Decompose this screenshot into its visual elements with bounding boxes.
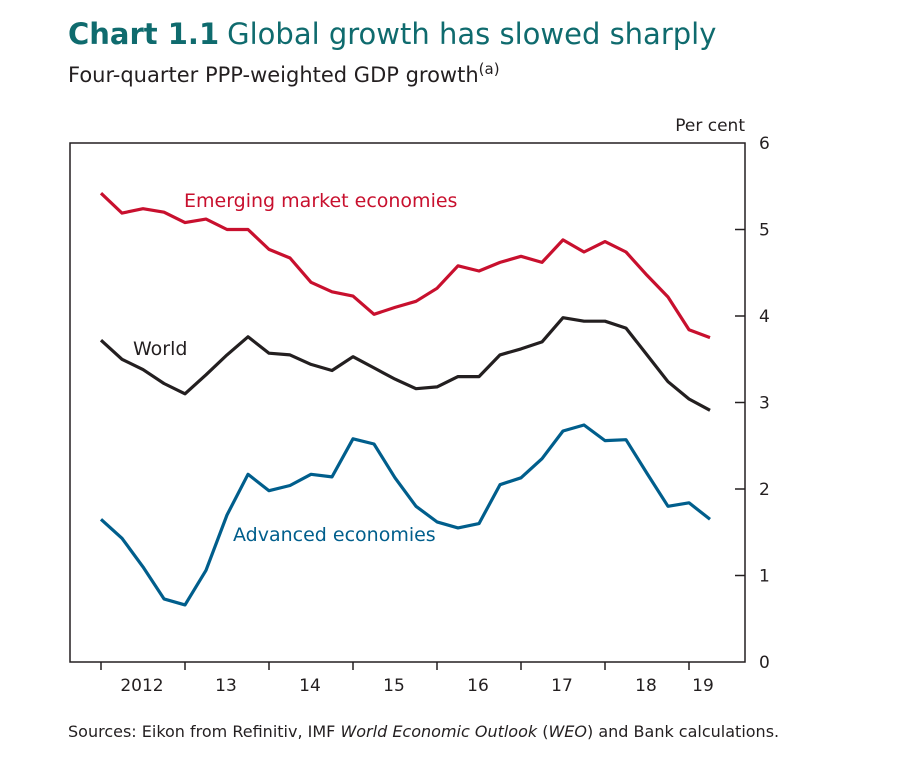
plot-frame [69,142,746,663]
source-part: ) and Bank calculations. [587,722,779,741]
y-tick-label: 6 [759,134,770,154]
x-tick-label: 15 [383,676,405,696]
x-tick-label: 14 [299,676,321,696]
source-part: Sources: Eikon from Refinitiv, IMF [68,722,340,741]
series-line [99,316,711,412]
chart-subtitle: Four-quarter PPP-weighted GDP growth(a) [68,60,500,87]
chart-title: Chart 1.1 Global growth has slowed sharpl… [68,17,716,51]
subtitle-text: Four-quarter PPP-weighted GDP growth [68,63,479,87]
y-tick-label: 2 [759,480,770,500]
y-tick-label: 5 [759,221,770,241]
series-line [99,192,711,340]
x-tick-label: 19 [692,676,714,696]
series-line [99,423,711,607]
x-tick-label: 16 [467,676,489,696]
x-tick-label: 17 [551,676,573,696]
source-note: Sources: Eikon from Refinitiv, IMF World… [68,722,779,741]
title-number: Chart 1.1 [68,17,219,51]
series-label: World [133,338,187,360]
x-tick-label: 18 [635,676,657,696]
y-tick-label: 3 [759,394,770,414]
subtitle-note: (a) [479,60,500,78]
source-part: World Economic Outlook [340,722,537,741]
y-tick-label: 1 [759,567,770,587]
series-label: Advanced economies [233,524,436,546]
x-tick-label: 13 [215,676,237,696]
source-part: WEO [548,722,587,741]
x-tick-label: 2012 [120,676,163,696]
source-part: ( [537,722,548,741]
y-tick-label: 0 [759,653,770,673]
title-text: Global growth has slowed sharply [227,17,716,51]
y-axis-label: Per cent [675,116,745,136]
series-label: Emerging market economies [184,190,457,212]
y-tick-label: 4 [759,307,770,327]
